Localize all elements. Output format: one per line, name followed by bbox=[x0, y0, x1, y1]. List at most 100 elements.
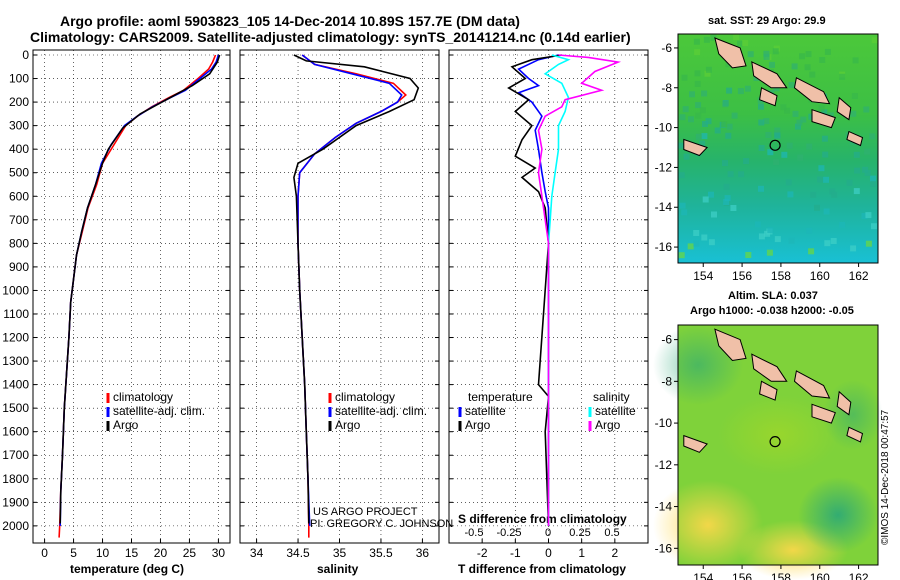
sst_map-ytick-label: -16 bbox=[655, 240, 673, 254]
sst-pixel bbox=[821, 135, 828, 142]
salinity-legend-label: climatology bbox=[335, 390, 395, 404]
temperature-xtick-label: 10 bbox=[96, 546, 110, 560]
sst-pixel bbox=[754, 221, 761, 228]
sst-pixel bbox=[731, 112, 738, 119]
sla-map-subtitle: Argo h1000: -0.038 h2000: -0.05 bbox=[690, 305, 854, 317]
sst-pixel bbox=[823, 208, 830, 215]
island-shape bbox=[846, 130, 864, 147]
sst-pixel bbox=[863, 106, 870, 113]
sst-pixel bbox=[765, 132, 772, 138]
temperature-xtick-label: 20 bbox=[154, 546, 168, 560]
sst-pixel bbox=[693, 230, 700, 236]
sst-pixel bbox=[701, 90, 708, 97]
island-shape bbox=[683, 138, 709, 157]
sst-pixel bbox=[705, 66, 712, 73]
sst-pixel bbox=[767, 149, 774, 156]
sst-pixel bbox=[799, 53, 806, 60]
sst-pixel bbox=[710, 34, 717, 41]
sst-pixel bbox=[723, 199, 730, 205]
difference-panel: -2 -1 0 1 2 -0.5 -0.25 0 0.25 0.5 temperature salin… bbox=[448, 49, 649, 560]
depth-tick-label: 1700 bbox=[2, 448, 29, 462]
sst-pixel bbox=[695, 102, 702, 109]
depth-tick-label: 1300 bbox=[2, 354, 29, 368]
sla-map-panel: 154 156 158 160 162 -6 -8 -10 -12 -14 -16 bbox=[653, 324, 883, 580]
sst-pixel bbox=[853, 188, 860, 195]
sst-pixel bbox=[694, 70, 701, 77]
s-diff-tick-label: 0.25 bbox=[569, 527, 590, 539]
sst-pixel bbox=[737, 88, 744, 95]
sst-pixel bbox=[682, 106, 689, 113]
temperature-legend-label: satellite-adj. clim. bbox=[113, 404, 205, 418]
sst-pixel bbox=[871, 37, 878, 44]
sst-pixel bbox=[871, 223, 877, 230]
salinity-xtick-label: 35 bbox=[333, 546, 347, 560]
diff-legend-label: satellite bbox=[595, 404, 636, 418]
sst-pixel bbox=[758, 185, 764, 192]
sst-pixel bbox=[792, 110, 799, 117]
sst-pixel bbox=[726, 123, 733, 130]
sst-pixel bbox=[699, 140, 706, 147]
sst-pixel bbox=[774, 236, 781, 243]
sst-pixel bbox=[678, 252, 685, 259]
salinity-xtick-label: 34 bbox=[250, 546, 264, 560]
sst-pixel bbox=[869, 133, 876, 140]
sla_map-xtick-label: 162 bbox=[849, 571, 869, 580]
t-diff-xlabel: T difference from climatology bbox=[458, 562, 627, 576]
sla-blob bbox=[718, 395, 838, 475]
sst-pixel bbox=[864, 169, 871, 176]
island-shape bbox=[793, 77, 831, 105]
sst-pixel bbox=[745, 252, 752, 258]
sst-pixel bbox=[797, 154, 804, 161]
sst-pixel bbox=[806, 227, 813, 234]
temperature-series-group bbox=[58, 54, 221, 538]
series-line-temperature-argo bbox=[507, 54, 562, 526]
sla_map-ytick-label: -14 bbox=[655, 500, 673, 514]
sst-pixel bbox=[796, 119, 803, 126]
sst-pixel bbox=[695, 133, 702, 140]
sst-pixel bbox=[702, 196, 709, 203]
sst-pixel bbox=[758, 233, 765, 240]
sst-pixel bbox=[822, 151, 829, 158]
sla-map-title: Altim. SLA: 0.037 bbox=[728, 290, 818, 302]
island-shape bbox=[836, 390, 852, 416]
sst-pixel bbox=[850, 110, 857, 117]
salinity-xtick-label: 34.5 bbox=[286, 546, 310, 560]
sst-pixel bbox=[722, 160, 728, 167]
sst-pixel bbox=[726, 87, 733, 94]
sst-pixel bbox=[714, 127, 721, 134]
temperature-legend-label: Argo bbox=[113, 418, 139, 432]
salinity-xlabel: salinity bbox=[317, 562, 359, 576]
series-line-argo bbox=[59, 54, 221, 524]
differences-xtick-label: -1 bbox=[510, 546, 521, 560]
sst-pixel bbox=[831, 191, 838, 198]
sst-pixel bbox=[702, 121, 708, 127]
sst-pixel bbox=[851, 93, 858, 99]
series-line-argo bbox=[293, 54, 420, 524]
sst-pixel bbox=[784, 107, 791, 114]
sst-pixel bbox=[786, 142, 793, 149]
sst-pixel bbox=[791, 63, 798, 70]
depth-tick-label: 300 bbox=[9, 119, 29, 133]
depth-tick-label: 1400 bbox=[2, 378, 29, 392]
sst_map-ytick-label: -10 bbox=[655, 121, 673, 135]
sst-pixel bbox=[711, 211, 717, 218]
sst-pixel bbox=[774, 127, 781, 134]
argo-float-marker bbox=[769, 139, 781, 151]
differences-xtick-label: 1 bbox=[578, 546, 585, 560]
sst-pixel bbox=[769, 61, 775, 68]
sst-pixel bbox=[733, 34, 740, 40]
sla_map-ytick-label: -10 bbox=[655, 416, 673, 430]
sst-pixel bbox=[758, 145, 765, 151]
sst-pixel bbox=[853, 151, 860, 158]
sst-pixel bbox=[738, 171, 745, 178]
sst-pixel bbox=[870, 175, 876, 182]
temperature-xtick-label: 15 bbox=[125, 546, 139, 560]
series-line-salinity-satellite bbox=[543, 54, 571, 526]
sst-pixel bbox=[724, 195, 731, 202]
sst-pixel bbox=[824, 240, 831, 247]
sst_map-xtick-label: 154 bbox=[693, 269, 713, 283]
s-diff-tick-label: 0.5 bbox=[604, 527, 619, 539]
sla_map-ytick-label: -8 bbox=[661, 374, 672, 388]
depth-tick-label: 1100 bbox=[3, 307, 29, 321]
